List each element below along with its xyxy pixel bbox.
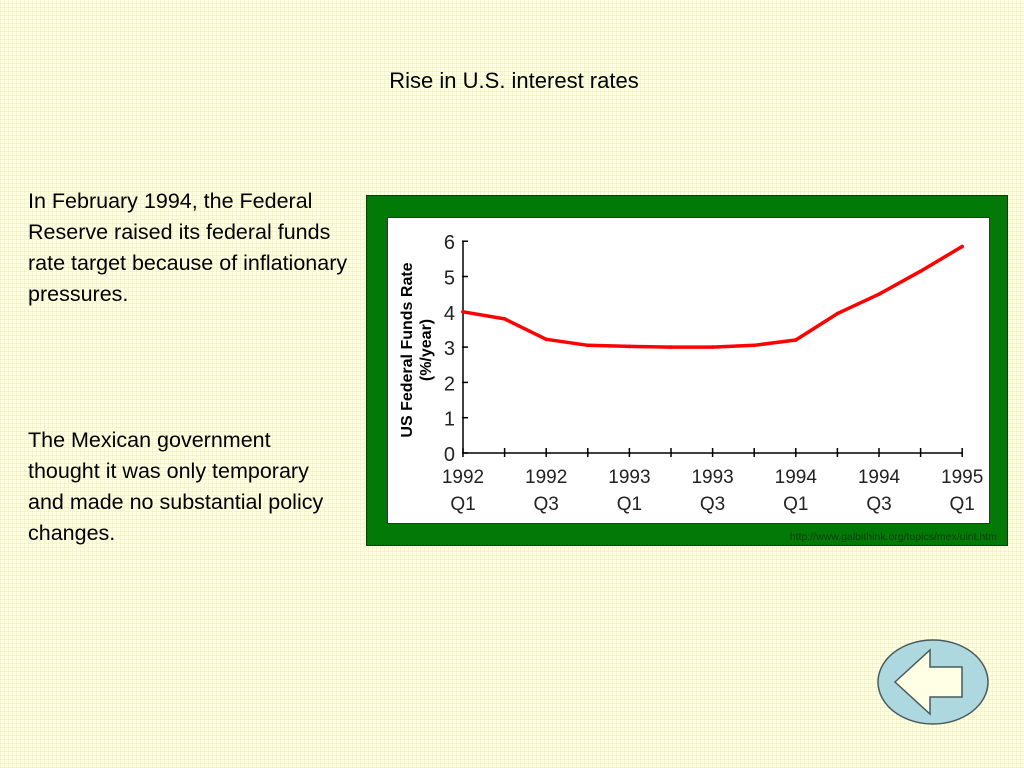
y-tick-label: 5: [444, 268, 455, 290]
x-tick-label-year: 1992: [525, 467, 567, 488]
data-point: [877, 292, 881, 296]
paragraph-mexico-response: The Mexican government thought it was on…: [28, 428, 324, 545]
data-point: [752, 343, 756, 348]
federal-funds-chart: US Federal Funds Rate (%/year) 0 1 2 3 4 5 6 1…: [399, 232, 983, 515]
x-tick-label-year: 1995: [941, 467, 983, 488]
source-url[interactable]: http://www.galbithink.org/topics/mex/uin…: [789, 531, 997, 543]
x-tick-label-quarter: Q1: [950, 494, 975, 515]
y-axis-label-line1: US Federal Funds Rate: [399, 262, 416, 437]
x-tick-label-quarter: Q1: [783, 494, 808, 515]
chart-frame: US Federal Funds Rate (%/year) 0 1 2 3 4 5 6 1…: [366, 195, 1008, 546]
series-line-fed-funds-rate: [461, 244, 964, 349]
series-points: [461, 244, 964, 349]
y-tick-label: 3: [444, 338, 455, 360]
y-tick-label: 1: [444, 409, 455, 431]
x-tick-label-year: 1992: [442, 467, 484, 488]
y-tick-label: 0: [444, 444, 455, 466]
back-button[interactable]: [876, 638, 990, 726]
data-point: [627, 344, 632, 349]
data-point: [794, 338, 798, 342]
y-axis-label-line2: (%/year): [418, 319, 435, 381]
x-tick-label-quarter: Q1: [450, 494, 475, 515]
slide-title: Rise in U.S. interest rates: [389, 68, 639, 93]
y-tick-label: 2: [444, 373, 455, 395]
left-arrow-icon: [877, 639, 989, 725]
x-tick-label-quarter: Q3: [700, 494, 725, 515]
data-point: [710, 345, 715, 349]
data-point: [461, 310, 465, 314]
data-point: [835, 311, 840, 316]
paragraph-fed-raise: In February 1994, the Federal Reserve ra…: [28, 189, 348, 306]
x-tick-label-year: 1993: [608, 467, 650, 488]
x-tick-label-year: 1994: [775, 467, 818, 488]
x-tick-label-year: 1994: [858, 467, 901, 488]
data-point: [544, 337, 548, 342]
data-point: [918, 269, 923, 274]
x-tick-label-quarter: Q1: [617, 494, 642, 515]
data-point: [669, 345, 673, 349]
x-tick-label-year: 1993: [691, 467, 733, 488]
data-point: [586, 343, 590, 348]
data-point: [960, 244, 964, 249]
data-point: [502, 317, 507, 321]
y-axis-label: US Federal Funds Rate (%/year): [399, 262, 435, 437]
x-tick-label-quarter: Q3: [866, 494, 891, 515]
y-tick-label: 6: [444, 232, 455, 254]
chart-panel: US Federal Funds Rate (%/year) 0 1 2 3 4 5 6 1…: [387, 217, 990, 524]
y-tick-label: 4: [444, 303, 455, 325]
x-tick-label-quarter: Q3: [534, 494, 559, 515]
